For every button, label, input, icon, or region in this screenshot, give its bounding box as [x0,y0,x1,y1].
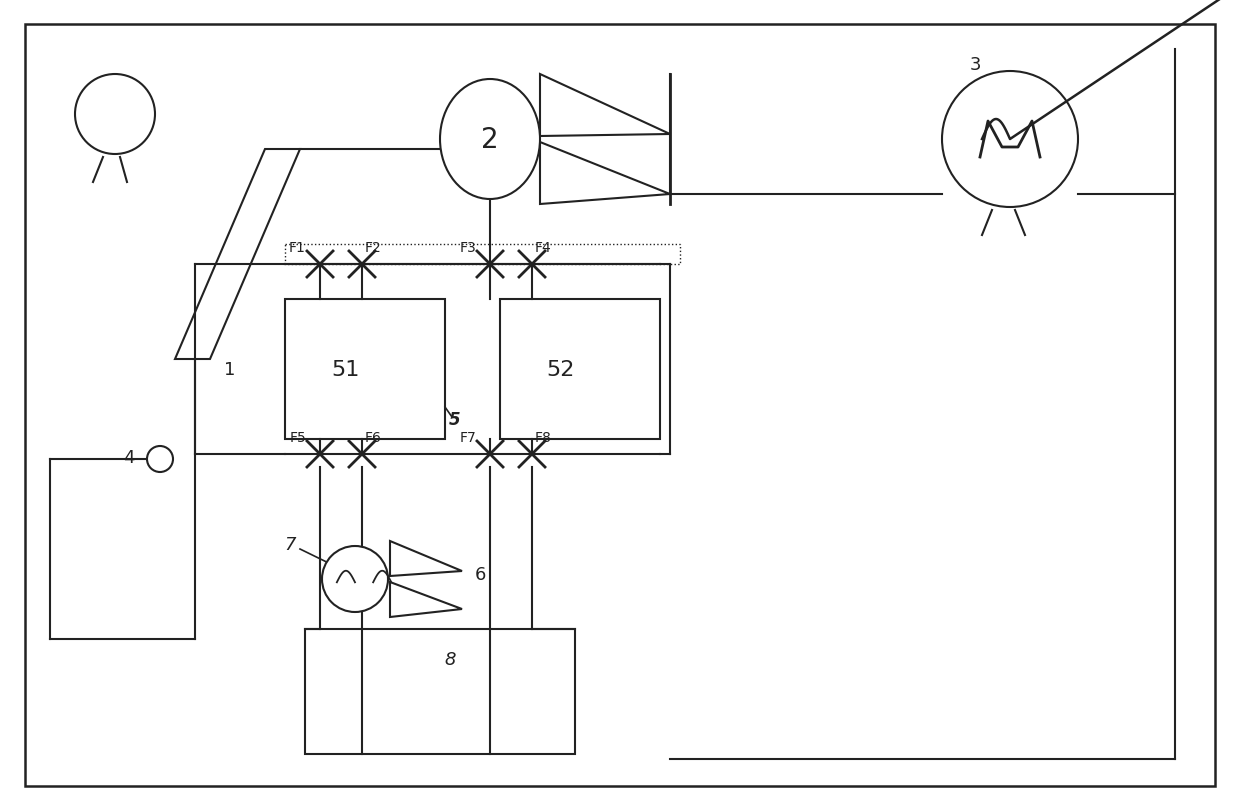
Polygon shape [175,150,300,359]
Polygon shape [391,582,463,617]
Bar [305,629,575,754]
Polygon shape [539,75,670,137]
Polygon shape [391,541,463,577]
Text: F1: F1 [289,241,306,255]
Text: F8: F8 [534,431,552,444]
Circle shape [148,446,174,473]
Text: 1: 1 [224,361,236,379]
Text: F7: F7 [459,431,476,444]
Text: F2: F2 [365,241,382,255]
Bar [285,245,680,264]
Text: 5: 5 [449,410,461,428]
Text: F5: F5 [289,431,306,444]
Circle shape [74,75,155,155]
Ellipse shape [440,80,539,200]
Text: F3: F3 [459,241,476,255]
Text: F4: F4 [534,241,552,255]
Text: 52: 52 [547,359,575,380]
Circle shape [322,547,388,612]
Text: 6: 6 [475,565,486,583]
Polygon shape [539,143,670,204]
Bar [285,299,445,440]
Text: 2: 2 [481,126,498,154]
Text: 3: 3 [970,56,981,74]
Bar [500,299,660,440]
Text: 8: 8 [444,650,456,668]
Circle shape [942,72,1078,208]
Text: 4: 4 [124,448,135,466]
Text: 7: 7 [284,535,296,553]
Text: 51: 51 [331,359,360,380]
Text: F6: F6 [365,431,382,444]
